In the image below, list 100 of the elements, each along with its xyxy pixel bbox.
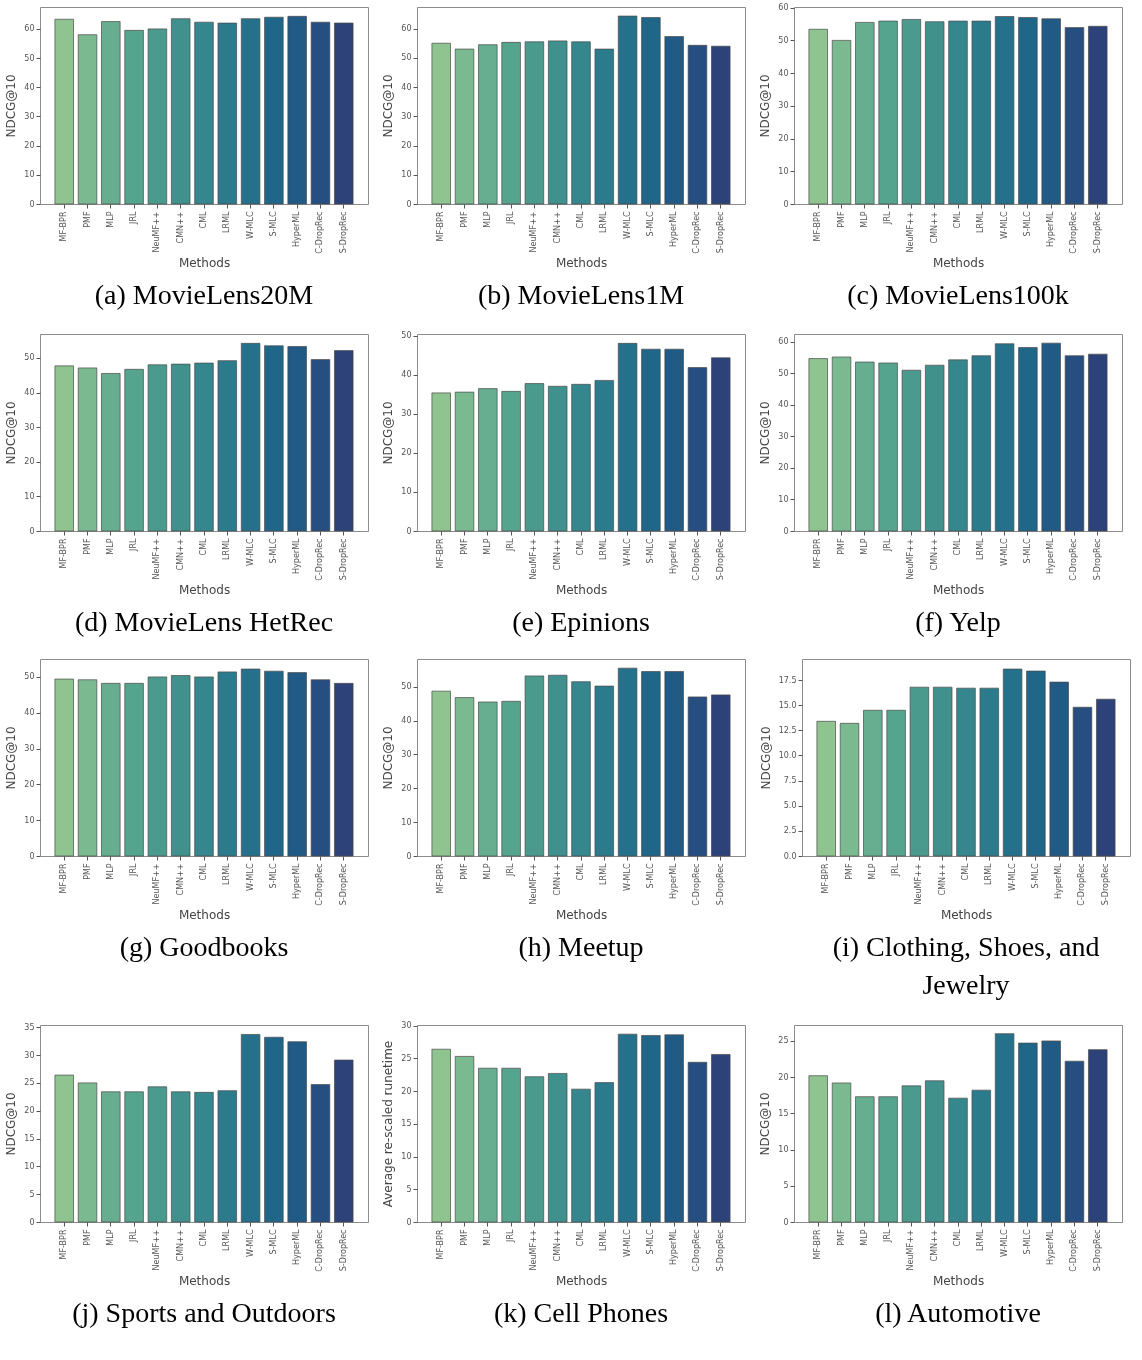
bar [571, 41, 591, 205]
x-tick-label: S-MLC [268, 863, 278, 889]
bar [1088, 353, 1108, 532]
y-tick-label: 50 [778, 35, 789, 45]
bar [594, 685, 614, 857]
x-tick-label: MF-BPR [59, 863, 69, 894]
bar [641, 671, 661, 857]
bar [878, 362, 898, 532]
x-tick-label: LRML [599, 537, 609, 560]
x-tick-label: C-DropRec [692, 538, 702, 581]
y-tick-label: 5 [406, 1184, 412, 1194]
y-tick-label: 15 [401, 1119, 412, 1129]
y-tick-label: 10 [401, 487, 412, 497]
x-tick-label: PMF [459, 863, 469, 880]
x-tick-label: MF-BPR [813, 1229, 823, 1260]
bar [808, 28, 828, 205]
x-tick-label: NeuMF++ [914, 863, 924, 905]
bar [524, 675, 545, 857]
y-tick-label: 10 [24, 491, 35, 501]
x-tick-label: MF-BPR [59, 211, 69, 242]
x-tick-label: HyperML [292, 862, 302, 899]
bar [687, 696, 708, 857]
x-tick-label: PMF [836, 211, 846, 228]
x-tick-label: MF-BPR [436, 538, 446, 569]
x-tick-label: PMF [836, 538, 846, 555]
x-tick-label: CML [199, 210, 208, 229]
x-tick-label: S-DropRec [338, 538, 348, 581]
x-tick-label: MLP [482, 863, 492, 880]
bar [310, 1084, 331, 1223]
x-tick-label: PMF [459, 538, 469, 555]
bar [831, 1082, 852, 1223]
bar [687, 367, 708, 532]
x-tick-label: JRL [883, 537, 893, 552]
bar [925, 1080, 945, 1223]
bar [478, 701, 498, 857]
x-axis-title: Methods [178, 582, 231, 597]
x-tick-label: CMN++ [175, 863, 185, 896]
y-tick-label: 30 [401, 749, 412, 759]
y-tick-label: 0 [29, 1217, 35, 1227]
bar [1041, 1040, 1061, 1223]
y-tick-label: 25 [778, 1036, 789, 1046]
bar [933, 686, 953, 857]
bar [454, 391, 475, 532]
y-tick-label: 10 [778, 166, 789, 176]
bar [711, 357, 731, 532]
bar [1072, 706, 1093, 857]
x-tick-label: C-DropRec [1069, 538, 1079, 581]
bar [641, 17, 661, 205]
x-tick-label: HyperML [1046, 1228, 1056, 1265]
text: (b) MovieLens1M [477, 279, 685, 311]
bar [194, 1091, 214, 1223]
y-tick-label: 20 [24, 779, 35, 789]
x-tick-label: LRML [984, 862, 994, 885]
x-tick-label: NeuMF++ [152, 1229, 162, 1271]
x-tick-label: MLP [105, 863, 115, 880]
x-tick-label: HyperML [669, 862, 679, 899]
y-tick-label: 40 [778, 400, 789, 410]
bar [664, 671, 684, 857]
x-tick-label: S-DropRec [338, 1229, 348, 1272]
y-tick-label: 60 [24, 24, 35, 34]
y-tick-label: 40 [401, 370, 412, 380]
x-tick-label: HyperML [669, 1228, 679, 1265]
x-tick-label: MLP [859, 1229, 869, 1246]
text: (l) Automotive [875, 1297, 1041, 1329]
y-tick-label: 10 [778, 494, 789, 504]
bar [994, 343, 1015, 532]
text: (i) Clothing, Shoes, and Jewelry [832, 931, 1100, 1001]
bar [994, 16, 1015, 205]
y-tick-label: 30 [24, 1050, 35, 1060]
bar [77, 367, 98, 532]
bar [1018, 1042, 1038, 1223]
y-tick-label: 20 [24, 1106, 35, 1116]
x-axis-title: Methods [932, 582, 985, 597]
y-tick-label: 20 [401, 448, 412, 458]
x-tick-label: JRL [129, 537, 139, 552]
x-tick-label: MF-BPR [813, 538, 823, 569]
bar [594, 1082, 614, 1223]
x-tick-label: MLP [482, 538, 492, 555]
bar [971, 1089, 991, 1223]
x-tick-label: W-MLC [999, 538, 1009, 566]
bar [664, 36, 684, 205]
bar [711, 1054, 731, 1223]
y-tick-label: 20 [401, 783, 412, 793]
x-tick-label: LRML [222, 862, 232, 885]
x-tick-label: JRL [129, 210, 139, 225]
y-tick-label: 20 [24, 141, 35, 151]
x-tick-label: CML [953, 537, 962, 556]
bar [855, 22, 875, 205]
x-tick-label: MLP [482, 211, 492, 228]
x-axis-title: Methods [178, 255, 231, 270]
bar [501, 42, 521, 205]
bar [240, 343, 261, 532]
x-tick-label: NeuMF++ [529, 1229, 539, 1271]
x-tick-label: NeuMF++ [152, 863, 162, 905]
bar [524, 1076, 545, 1223]
bar [863, 709, 883, 857]
bar [478, 1067, 498, 1223]
bar [687, 44, 708, 205]
y-tick-label: 40 [401, 716, 412, 726]
y-tick-label: 0 [783, 1217, 789, 1227]
